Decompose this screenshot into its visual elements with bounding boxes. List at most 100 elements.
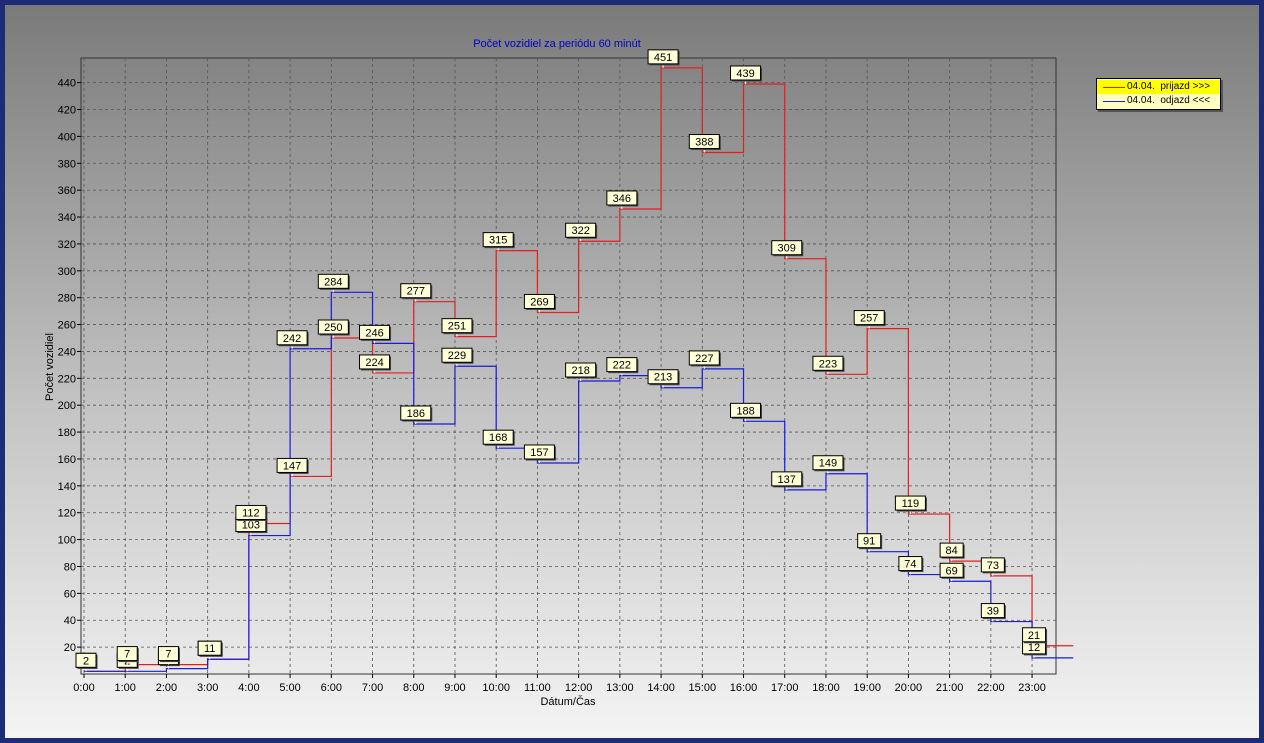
data-label-box — [359, 324, 391, 340]
data-label-value: 103 — [242, 520, 260, 532]
data-label-box — [441, 347, 473, 363]
data-label-box — [812, 455, 844, 471]
data-label-box — [400, 405, 432, 421]
data-label-odjazd: 284 — [317, 273, 350, 293]
data-label-odjazd: 186 — [400, 405, 433, 425]
data-label-prijazd: 7 — [157, 646, 180, 665]
data-label-value: 250 — [324, 322, 342, 334]
data-label-value: 213 — [654, 372, 672, 384]
data-label-value: 74 — [904, 559, 916, 571]
data-label-box — [565, 222, 597, 238]
legend-item-odjazd: 04.04. odjazd <<< — [1097, 94, 1220, 108]
data-label-box — [523, 444, 555, 460]
data-label-box — [647, 369, 679, 385]
data-label-box — [771, 471, 803, 487]
data-label-box — [235, 504, 267, 520]
data-label-value: 309 — [778, 243, 796, 255]
data-label-box — [197, 640, 222, 656]
data-label-box — [116, 646, 138, 662]
data-label-prijazd: 119 — [894, 495, 927, 515]
data-label-box — [730, 402, 762, 418]
data-label-prijazd: 388 — [688, 134, 721, 153]
data-label-box — [606, 357, 638, 373]
data-label-box — [688, 350, 720, 366]
data-label-odjazd: 218 — [565, 362, 598, 382]
y-tick-label: 160 — [58, 454, 76, 466]
data-label-prijazd: 21 — [1022, 627, 1048, 646]
data-label-value: 84 — [945, 545, 957, 557]
data-label-value: 186 — [407, 408, 425, 420]
x-tick-label: 20:00 — [895, 682, 923, 694]
legend-swatch-odjazd — [1103, 101, 1125, 102]
chart-legend: 04.04. prijazd >>> 04.04. odjazd <<< — [1096, 78, 1221, 110]
data-label-box — [688, 134, 720, 150]
y-tick-label: 240 — [58, 346, 76, 358]
data-label-odjazd: 242 — [276, 330, 309, 349]
data-label-box — [482, 429, 514, 445]
x-tick-label: 21:00 — [936, 682, 964, 694]
data-label-value: 73 — [987, 560, 999, 572]
legend-label-odjazd: 04.04. odjazd <<< — [1127, 95, 1211, 106]
data-label-value: 246 — [365, 327, 383, 339]
data-label-odjazd: 157 — [523, 444, 556, 463]
x-tick-label: 11:00 — [524, 682, 551, 694]
x-tick-label: 7:00 — [362, 682, 383, 694]
data-label-value: 69 — [945, 565, 957, 577]
data-label-odjazd: 149 — [812, 455, 845, 474]
x-tick-label: 23:00 — [1018, 682, 1046, 694]
data-label-prijazd: 147 — [276, 457, 309, 477]
x-tick-label: 12:00 — [565, 682, 593, 694]
x-tick-label: 4:00 — [238, 682, 259, 694]
data-label-odjazd: 91 — [857, 533, 883, 552]
x-tick-label: 0:00 — [73, 682, 94, 694]
data-label-odjazd: 103 — [235, 517, 268, 536]
data-label-box — [317, 273, 349, 289]
data-label-value: 112 — [242, 507, 260, 519]
data-label-odjazd: 39 — [980, 603, 1006, 622]
data-label-odjazd: 69 — [939, 562, 965, 582]
data-label-prijazd: 346 — [606, 190, 639, 209]
y-tick-label: 200 — [58, 400, 76, 412]
y-tick-label: 360 — [58, 185, 76, 197]
data-label-odjazd: 137 — [771, 471, 804, 490]
data-label-prijazd: 112 — [235, 504, 268, 524]
data-label-prijazd: 223 — [812, 355, 845, 375]
data-label-value: 137 — [778, 474, 796, 486]
y-axis-ticks: 20 40 60 80 100 120 140 160 180 200 220 240 260 280 30… — [58, 78, 81, 654]
x-tick-label: 14:00 — [647, 682, 675, 694]
data-label-box — [276, 457, 308, 473]
data-label-prijazd: 277 — [400, 283, 433, 302]
data-label-value: 223 — [819, 358, 837, 370]
data-label-box — [857, 533, 882, 549]
data-label-box — [980, 603, 1005, 619]
y-tick-label: 400 — [58, 131, 76, 143]
data-label-prijazd: 309 — [771, 240, 804, 259]
data-label-value: 12 — [1028, 642, 1040, 654]
data-label-box — [317, 319, 349, 335]
data-label-value: 229 — [448, 350, 466, 362]
data-label-prijazd: 269 — [523, 293, 556, 313]
x-tick-label: 1:00 — [115, 682, 136, 694]
y-tick-label: 140 — [58, 481, 76, 493]
data-label-prijazd: 11 — [197, 640, 223, 660]
data-label-box — [853, 310, 885, 326]
data-label-value: 346 — [613, 193, 631, 205]
x-tick-label: 5:00 — [279, 682, 300, 694]
chart-canvas: 20 40 60 80 100 120 140 160 180 200 220 240 260 280 30… — [5, 5, 1259, 738]
x-tick-label: 22:00 — [977, 682, 1005, 694]
data-label-prijazd: 84 — [939, 542, 965, 562]
data-label-box — [157, 646, 179, 662]
data-label-value: 91 — [863, 536, 875, 548]
data-label-box — [482, 232, 514, 248]
y-tick-label: 280 — [58, 293, 76, 305]
x-axis-label: Dátum/Čas — [540, 695, 596, 708]
data-label-prijazd: 257 — [853, 310, 886, 329]
y-tick-label: 320 — [58, 239, 76, 251]
data-label-value: 322 — [571, 225, 589, 237]
y-tick-label: 380 — [58, 158, 76, 170]
data-label-box — [359, 354, 391, 370]
data-label-box — [771, 240, 803, 256]
data-label-prijazd: 2 — [75, 652, 98, 672]
y-tick-label: 440 — [58, 78, 76, 90]
data-label-prijazd: 322 — [565, 222, 598, 242]
